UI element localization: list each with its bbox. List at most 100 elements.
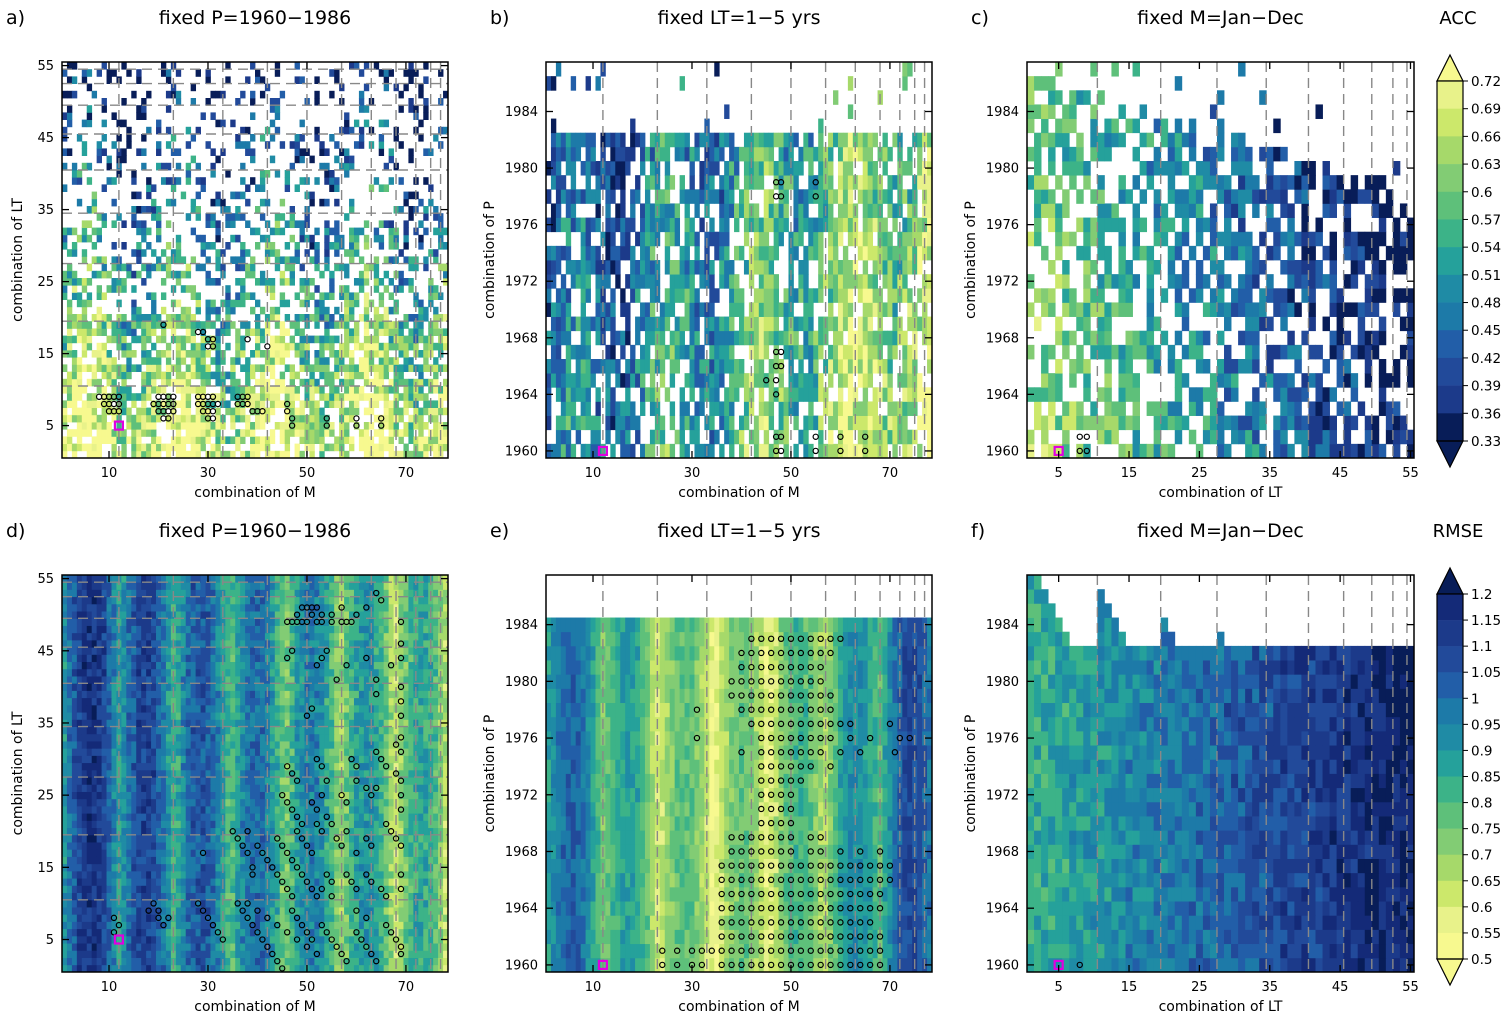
heatmap-cell (1343, 274, 1352, 289)
heatmap-cell (1083, 274, 1091, 289)
heatmap-cell (743, 373, 750, 388)
heatmap-cell (1322, 316, 1330, 332)
heatmap-cell (245, 928, 251, 937)
heatmap-cell (867, 217, 874, 233)
heatmap-cell (1245, 175, 1253, 190)
heatmap-cell (1273, 415, 1281, 431)
heatmap-cell (299, 177, 305, 185)
heatmap-cell (240, 299, 246, 308)
heatmap-cell (679, 76, 685, 91)
heatmap-cell (1090, 330, 1098, 346)
heatmap-cell (649, 245, 656, 261)
heatmap-cell (555, 415, 562, 431)
heatmap-cell (1209, 401, 1218, 416)
significance-circle (861, 447, 869, 455)
heatmap-cell (654, 260, 661, 275)
heatmap-cell (1027, 90, 1035, 105)
heatmap-cell (378, 69, 385, 77)
heatmap-cell (699, 175, 705, 190)
heatmap-cell (136, 191, 142, 200)
heatmap-cell (1125, 288, 1133, 303)
heatmap-cell (1188, 330, 1197, 346)
heatmap-cell (1406, 344, 1415, 360)
heatmap-cell (388, 400, 394, 408)
heatmap-cell (1146, 302, 1155, 317)
heatmap-cell (433, 943, 439, 951)
heatmap-cell (610, 359, 616, 374)
heatmap-cell (550, 344, 557, 360)
heatmap-cell (210, 242, 216, 250)
heatmap-cell (748, 245, 755, 261)
heatmap-cell (190, 414, 197, 423)
heatmap-cell (289, 935, 295, 944)
heatmap-cell (160, 62, 167, 70)
heatmap-cell (324, 950, 330, 958)
heatmap-cell (121, 393, 127, 401)
heatmap-cell (654, 401, 661, 416)
heatmap-cell (62, 335, 68, 344)
heatmap-cell (902, 245, 908, 261)
heatmap-cell (1287, 387, 1295, 402)
heatmap-cell (309, 407, 315, 416)
heatmap-cell (269, 285, 276, 293)
heatmap-cell (259, 306, 266, 315)
heatmap-cell (719, 443, 725, 459)
heatmap-cell (1259, 401, 1267, 416)
heatmap-cell (644, 274, 651, 289)
heatmap-cell (185, 263, 192, 272)
heatmap-cell (565, 288, 572, 303)
heatmap-cell (753, 429, 760, 445)
heatmap-cell (823, 274, 829, 289)
heatmap-cell (225, 386, 231, 394)
heatmap-cell (550, 260, 557, 275)
heatmap-cell (255, 76, 261, 84)
significance-circle (283, 408, 291, 415)
heatmap-cell (66, 371, 73, 380)
heatmap-cell (1357, 401, 1366, 416)
heatmap-cell (560, 274, 567, 289)
heatmap-cell (1083, 415, 1091, 431)
heatmap-cell (1280, 344, 1288, 360)
heatmap-cell (808, 359, 814, 374)
heatmap-cell (1174, 161, 1183, 176)
heatmap-cell (151, 321, 157, 329)
heatmap-cell (388, 234, 394, 243)
heatmap-cell (284, 450, 291, 459)
heatmap-cell (418, 314, 424, 322)
heatmap-cell (195, 191, 201, 200)
heatmap-cell (1111, 429, 1119, 445)
heatmap-cell (235, 141, 241, 149)
heatmap-cell (902, 161, 908, 176)
heatmap-cell (279, 436, 286, 444)
heatmap-cell (71, 335, 78, 344)
heatmap-cell (438, 314, 444, 322)
heatmap-cell (408, 378, 414, 387)
heatmap-cell (1111, 132, 1119, 148)
heatmap-cell (76, 198, 83, 207)
significance-circle (264, 343, 271, 350)
heatmap-cell (225, 342, 231, 351)
heatmap-cell (165, 162, 172, 171)
heatmap-cell (1252, 387, 1260, 402)
heatmap-cell (1209, 373, 1218, 388)
heatmap-cell (1273, 344, 1281, 360)
heatmap-cell (259, 198, 266, 207)
heatmap-cell (1083, 175, 1091, 190)
heatmap-cell (625, 401, 631, 416)
heatmap-cell (620, 288, 626, 303)
heatmap-cell (1174, 401, 1183, 416)
heatmap-cell (773, 161, 779, 176)
heatmap-cell (1055, 415, 1063, 431)
heatmap-cell (788, 132, 794, 148)
heatmap-cell (1181, 302, 1190, 317)
heatmap-cell (1055, 359, 1063, 374)
heatmap-cell (847, 104, 854, 119)
heatmap-cell (358, 950, 365, 958)
heatmap-cell (269, 335, 276, 344)
heatmap-cell (309, 292, 315, 300)
heatmap-cell (185, 141, 192, 149)
heatmap-cell (165, 921, 172, 930)
heatmap-cell (269, 342, 276, 351)
significance-circle (170, 400, 177, 408)
heatmap-cell (66, 335, 73, 344)
